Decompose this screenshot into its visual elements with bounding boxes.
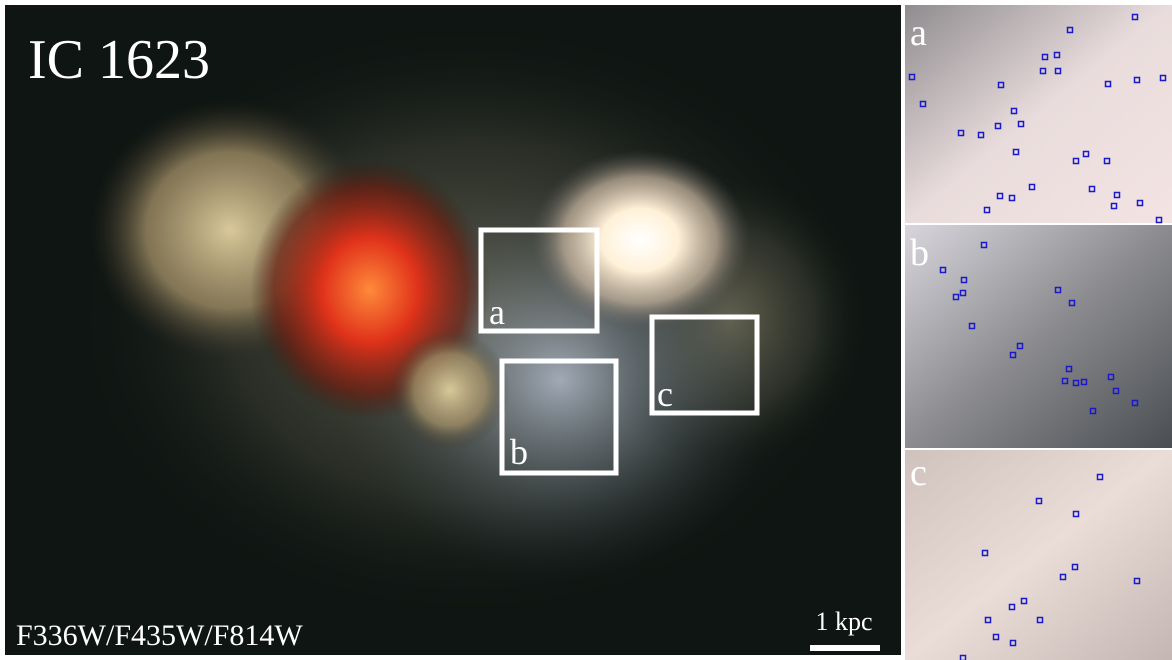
cluster-marker	[1072, 510, 1080, 518]
cluster-marker	[959, 289, 967, 297]
cluster-marker	[983, 206, 991, 214]
cluster-marker	[992, 633, 1000, 641]
cluster-marker	[1133, 76, 1141, 84]
cluster-marker	[1072, 157, 1080, 165]
cluster-marker	[1089, 407, 1097, 415]
cluster-marker	[1072, 379, 1080, 387]
cluster-marker	[1009, 351, 1017, 359]
scale-bar	[810, 645, 880, 651]
cluster-marker	[1065, 365, 1073, 373]
region-box	[649, 314, 760, 416]
cluster-marker	[1088, 185, 1096, 193]
cluster-marker	[1036, 616, 1044, 624]
cluster-marker	[908, 73, 916, 81]
cluster-marker	[1012, 148, 1020, 156]
galaxy-knot	[390, 330, 510, 450]
bright-core	[530, 150, 750, 330]
region-box	[478, 227, 600, 334]
panel-label: b	[910, 232, 929, 274]
cluster-marker	[1107, 373, 1115, 381]
image-title: IC 1623	[28, 29, 210, 91]
cluster-marker	[1028, 183, 1036, 191]
cluster-marker	[952, 293, 960, 301]
region-label: a	[489, 292, 505, 332]
cluster-marker	[1008, 603, 1016, 611]
cluster-marker	[994, 122, 1002, 130]
cluster-marker	[1131, 399, 1139, 407]
region-label: c	[657, 374, 673, 414]
cluster-marker	[1054, 67, 1062, 75]
cluster-marker	[977, 131, 985, 139]
cluster-marker	[939, 266, 947, 274]
cluster-marker	[1082, 150, 1090, 158]
cluster-marker	[1035, 497, 1043, 505]
cluster-marker	[1103, 157, 1111, 165]
cluster-marker	[997, 81, 1005, 89]
cluster-marker	[1008, 194, 1016, 202]
region-box	[499, 358, 619, 476]
cluster-markers	[908, 13, 1167, 660]
cluster-marker	[1010, 107, 1018, 115]
cluster-marker	[1110, 202, 1118, 210]
cluster-marker	[1017, 120, 1025, 128]
cluster-marker	[1059, 573, 1067, 581]
cluster-marker	[957, 129, 965, 137]
cluster-marker	[1061, 377, 1069, 385]
cluster-marker	[1155, 216, 1163, 224]
cluster-marker	[919, 100, 927, 108]
cluster-marker	[1016, 342, 1024, 350]
cluster-marker	[1133, 577, 1141, 585]
cluster-marker	[996, 192, 1004, 200]
cluster-marker	[1071, 563, 1079, 571]
cluster-marker	[1113, 191, 1121, 199]
cluster-marker	[1009, 639, 1017, 647]
cluster-marker	[1080, 378, 1088, 386]
cluster-marker	[1136, 199, 1144, 207]
cluster-marker	[1054, 286, 1062, 294]
cluster-marker	[1066, 26, 1074, 34]
cluster-marker	[980, 241, 988, 249]
zoom-panel	[905, 450, 1172, 660]
cluster-marker	[1112, 387, 1120, 395]
cluster-marker	[959, 654, 967, 660]
cluster-marker	[1131, 13, 1139, 21]
cluster-marker	[1104, 80, 1112, 88]
cluster-marker	[1020, 597, 1028, 605]
scale-bar-label: 1 kpc	[815, 607, 872, 636]
zoom-panel	[905, 225, 1172, 448]
region-label: b	[510, 432, 528, 472]
cluster-marker	[1041, 53, 1049, 61]
cluster-marker	[1068, 299, 1076, 307]
cluster-marker	[1159, 74, 1167, 82]
filter-label: F336W/F435W/F814W	[16, 619, 303, 652]
cluster-marker	[1096, 473, 1104, 481]
cluster-marker	[1039, 67, 1047, 75]
cluster-marker	[984, 616, 992, 624]
panel-label: c	[910, 452, 927, 494]
zoom-panel	[905, 5, 1172, 223]
cluster-marker	[968, 322, 976, 330]
cluster-marker	[981, 549, 989, 557]
cluster-marker	[1053, 51, 1061, 59]
cluster-marker	[960, 276, 968, 284]
panel-label: a	[910, 12, 927, 54]
